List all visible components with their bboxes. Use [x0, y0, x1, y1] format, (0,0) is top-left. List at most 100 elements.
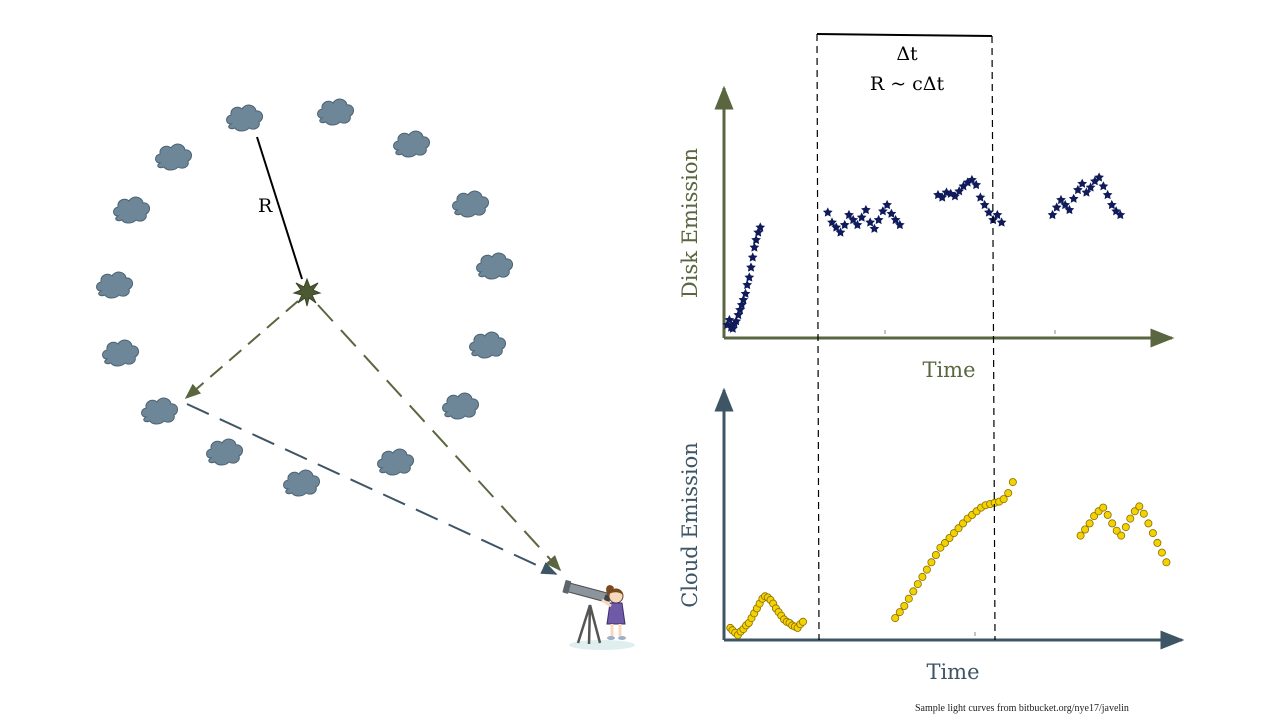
cloud-icon — [155, 143, 193, 171]
data-point — [1085, 182, 1096, 192]
data-point — [724, 314, 735, 325]
data-point — [1081, 525, 1090, 534]
data-point — [954, 524, 963, 533]
data-point — [749, 242, 760, 252]
data-point — [746, 262, 756, 272]
data-point — [731, 316, 742, 326]
data-point — [878, 206, 888, 216]
delta-t-right-guide — [991, 35, 996, 641]
data-point — [984, 207, 994, 217]
credit-caption: Sample light curves from bitbucket.org/n… — [915, 703, 1129, 714]
data-point — [1060, 199, 1071, 210]
data-point — [733, 309, 744, 320]
path-star-to-observer — [317, 304, 562, 572]
data-point — [869, 223, 880, 233]
data-point — [992, 209, 1003, 220]
cloud-icon — [377, 448, 415, 476]
cloud-icon — [283, 469, 321, 497]
data-point — [1135, 502, 1144, 511]
data-point — [1073, 184, 1083, 195]
data-point — [1098, 181, 1109, 191]
data-point — [1130, 507, 1139, 516]
cloud-icon — [442, 392, 480, 420]
cloud-icon — [317, 98, 355, 126]
cloud-icon — [96, 271, 134, 299]
data-point — [865, 217, 876, 227]
data-point — [738, 294, 749, 305]
path-cloud-to-observer — [186, 403, 558, 575]
data-point — [742, 279, 753, 290]
data-point — [918, 572, 927, 581]
data-point — [727, 323, 738, 333]
data-point — [941, 538, 950, 547]
cloud-icon — [141, 397, 179, 425]
data-point — [959, 519, 968, 528]
cloud-icon — [102, 339, 140, 367]
data-point — [1117, 531, 1126, 540]
data-point — [827, 217, 837, 227]
data-point — [927, 558, 936, 567]
data-point — [931, 551, 940, 560]
data-point — [1144, 519, 1153, 528]
data-point — [1153, 538, 1162, 547]
data-point — [895, 608, 904, 617]
delta-t-label: Δt — [896, 43, 918, 65]
data-point — [890, 214, 901, 225]
data-point — [922, 565, 931, 574]
disk-emission-chart: Time Disk Emission — [678, 85, 1175, 382]
data-point — [1056, 194, 1066, 205]
cloud-icon — [469, 331, 507, 359]
radius-label: R — [258, 195, 273, 217]
data-point — [852, 219, 863, 230]
data-point — [975, 192, 986, 202]
data-point — [1103, 510, 1112, 519]
data-point — [740, 288, 751, 298]
data-point — [1081, 187, 1092, 197]
delta-t-bar — [816, 33, 993, 37]
data-point — [996, 217, 1007, 227]
data-point — [1085, 519, 1094, 528]
data-point — [1090, 512, 1099, 521]
data-point — [1139, 509, 1148, 518]
cloud-icon — [393, 130, 431, 158]
data-point — [873, 214, 884, 225]
data-point — [1047, 209, 1058, 220]
data-point — [835, 227, 846, 237]
delta-t-left-guide — [816, 33, 820, 641]
data-point — [856, 212, 867, 222]
data-point — [1121, 523, 1130, 532]
data-point — [1162, 558, 1171, 567]
data-point — [886, 208, 897, 218]
data-point — [1102, 189, 1113, 200]
cloud-icon — [452, 190, 490, 218]
data-point — [937, 192, 948, 202]
data-point — [747, 252, 758, 262]
data-point — [1106, 199, 1117, 210]
data-point — [1108, 519, 1117, 528]
data-point — [753, 227, 764, 237]
data-point — [1004, 489, 1013, 498]
data-point — [1157, 548, 1166, 557]
data-point — [913, 580, 922, 589]
data-point — [950, 529, 959, 538]
data-point — [1008, 478, 1017, 487]
cloud-icon — [113, 196, 151, 224]
data-point — [744, 272, 755, 282]
data-point — [900, 602, 909, 611]
data-point — [822, 207, 833, 217]
cloud-icon — [226, 104, 264, 132]
data-point — [799, 617, 808, 626]
data-point — [979, 199, 990, 210]
data-point — [999, 495, 1008, 504]
data-point — [1051, 202, 1062, 212]
relation-label: R ~ cΔt — [870, 73, 945, 95]
data-point — [839, 219, 850, 230]
data-point — [971, 179, 982, 190]
data-point — [1148, 529, 1157, 538]
data-point — [936, 543, 945, 552]
data-point — [1068, 193, 1079, 203]
data-point — [861, 204, 871, 215]
data-point — [1076, 531, 1085, 540]
data-point — [751, 234, 761, 245]
